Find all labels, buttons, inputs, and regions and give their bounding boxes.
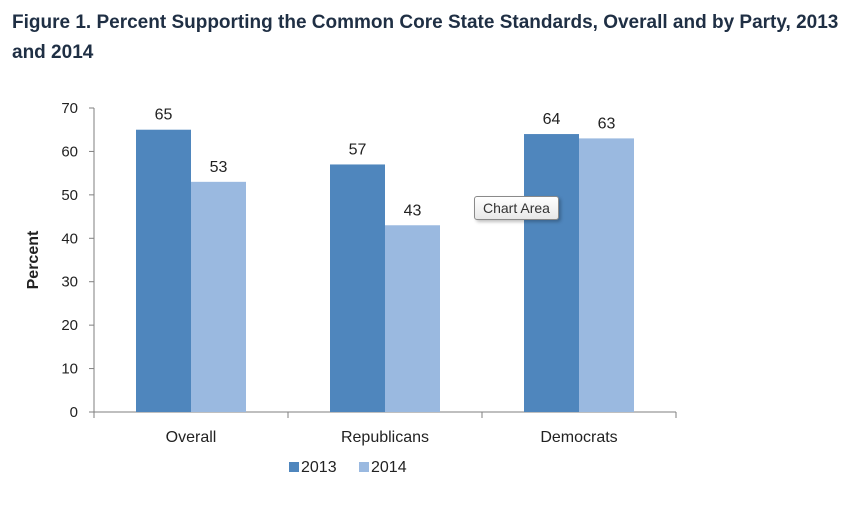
legend-label-2014: 2014 (371, 459, 407, 476)
y-tick-label: 60 (61, 143, 78, 160)
bar-2014-overall (191, 181, 246, 412)
data-label-2013-overall: 65 (155, 107, 173, 124)
y-tick-label: 10 (61, 361, 78, 378)
legend-label-2013: 2013 (301, 459, 337, 476)
legend-swatch-2014 (359, 462, 369, 472)
data-label-2014-overall: 53 (210, 159, 228, 176)
chart-area-tooltip: Chart Area (474, 196, 559, 220)
legend-swatch-2013 (289, 462, 299, 472)
bar-2013-overall (136, 129, 191, 412)
data-label-2013-democrats: 64 (543, 111, 561, 128)
x-tick-label: Republicans (341, 429, 429, 446)
y-axis-title: Percent (25, 230, 42, 289)
data-label-2014-republicans: 43 (404, 202, 422, 219)
x-tick-label: Overall (166, 429, 217, 446)
y-tick-label: 70 (61, 100, 78, 117)
data-label-2014-democrats: 63 (598, 115, 616, 132)
y-tick-label: 30 (61, 274, 78, 291)
y-tick-label: 0 (70, 404, 78, 421)
figure-title: Figure 1. Percent Supporting the Common … (12, 12, 839, 63)
y-tick-label: 50 (61, 187, 78, 204)
bar-2014-democrats (579, 138, 634, 412)
x-tick-label: Democrats (540, 429, 617, 446)
y-tick-label: 20 (61, 317, 78, 334)
data-label-2013-republicans: 57 (349, 141, 367, 158)
bar-2013-republicans (330, 164, 385, 412)
bar-2013-democrats (524, 134, 579, 413)
bar-2014-republicans (385, 225, 440, 412)
y-tick-label: 40 (61, 230, 78, 247)
